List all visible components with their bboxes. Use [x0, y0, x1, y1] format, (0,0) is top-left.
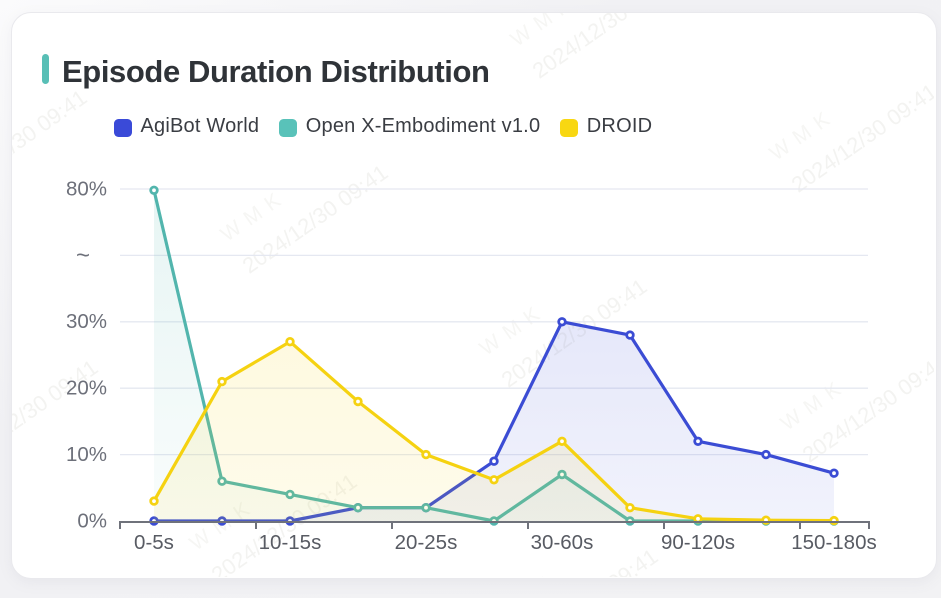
- svg-text:0%: 0%: [77, 509, 107, 532]
- svg-text:80%: 80%: [66, 177, 107, 200]
- svg-text:30%: 30%: [66, 310, 107, 333]
- svg-text:30-60s: 30-60s: [531, 531, 594, 554]
- svg-text:0-5s: 0-5s: [134, 531, 174, 554]
- svg-text:90-120s: 90-120s: [661, 531, 735, 554]
- svg-text:~: ~: [76, 242, 90, 269]
- svg-text:20-25s: 20-25s: [395, 531, 458, 554]
- svg-text:10%: 10%: [66, 443, 107, 466]
- svg-text:150-180s: 150-180s: [791, 531, 876, 554]
- svg-text:20%: 20%: [66, 377, 107, 400]
- svg-text:10-15s: 10-15s: [259, 531, 322, 554]
